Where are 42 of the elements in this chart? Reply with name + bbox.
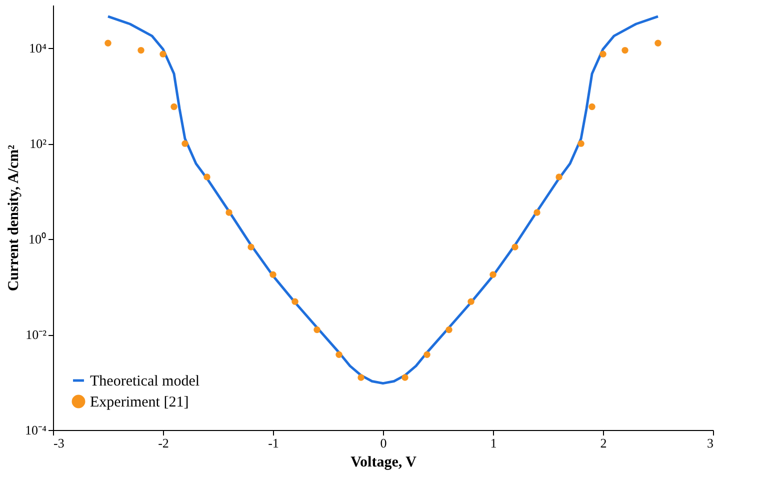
y-tick-label: 10⁰ [28, 232, 46, 247]
point [336, 351, 342, 358]
y-tick-label: 10⁴ [28, 40, 47, 56]
point [248, 244, 254, 250]
x-tick-label: 0 [380, 436, 387, 450]
y-tick-label: 10² [30, 136, 47, 152]
legend-label: Experiment [21] [90, 394, 189, 410]
x-axis-title: Voltage, V [350, 454, 417, 470]
point [654, 40, 662, 46]
point [160, 50, 166, 58]
x-tick-label: -3 [54, 436, 64, 450]
point [468, 298, 474, 305]
point [358, 374, 364, 381]
point [182, 140, 188, 147]
point [138, 46, 144, 54]
point [600, 50, 606, 58]
point [446, 326, 452, 334]
y-tick-label: 10⁻⁴ [24, 422, 47, 438]
point [556, 174, 562, 180]
x-tick-label: 3 [707, 436, 714, 450]
point [622, 46, 628, 54]
point [578, 140, 584, 147]
legend-label: Theoretical model [90, 374, 200, 390]
x-tick-label: -1 [268, 436, 279, 450]
x-tick-label: -2 [158, 436, 169, 450]
point [588, 103, 596, 110]
point [270, 271, 276, 278]
point [292, 298, 298, 305]
x-tick-label: 1 [490, 436, 497, 450]
y-axis-title: Current density, A/cm² [6, 144, 22, 292]
point [170, 103, 178, 110]
point [204, 174, 210, 180]
point [402, 374, 408, 381]
point [534, 209, 540, 216]
x-tick-label: 2 [600, 436, 607, 450]
point [490, 271, 496, 278]
y-tick-label: 10⁻² [26, 327, 47, 342]
point [226, 209, 232, 216]
point [512, 244, 518, 250]
point [104, 40, 112, 46]
point [424, 351, 430, 358]
point [314, 326, 320, 334]
